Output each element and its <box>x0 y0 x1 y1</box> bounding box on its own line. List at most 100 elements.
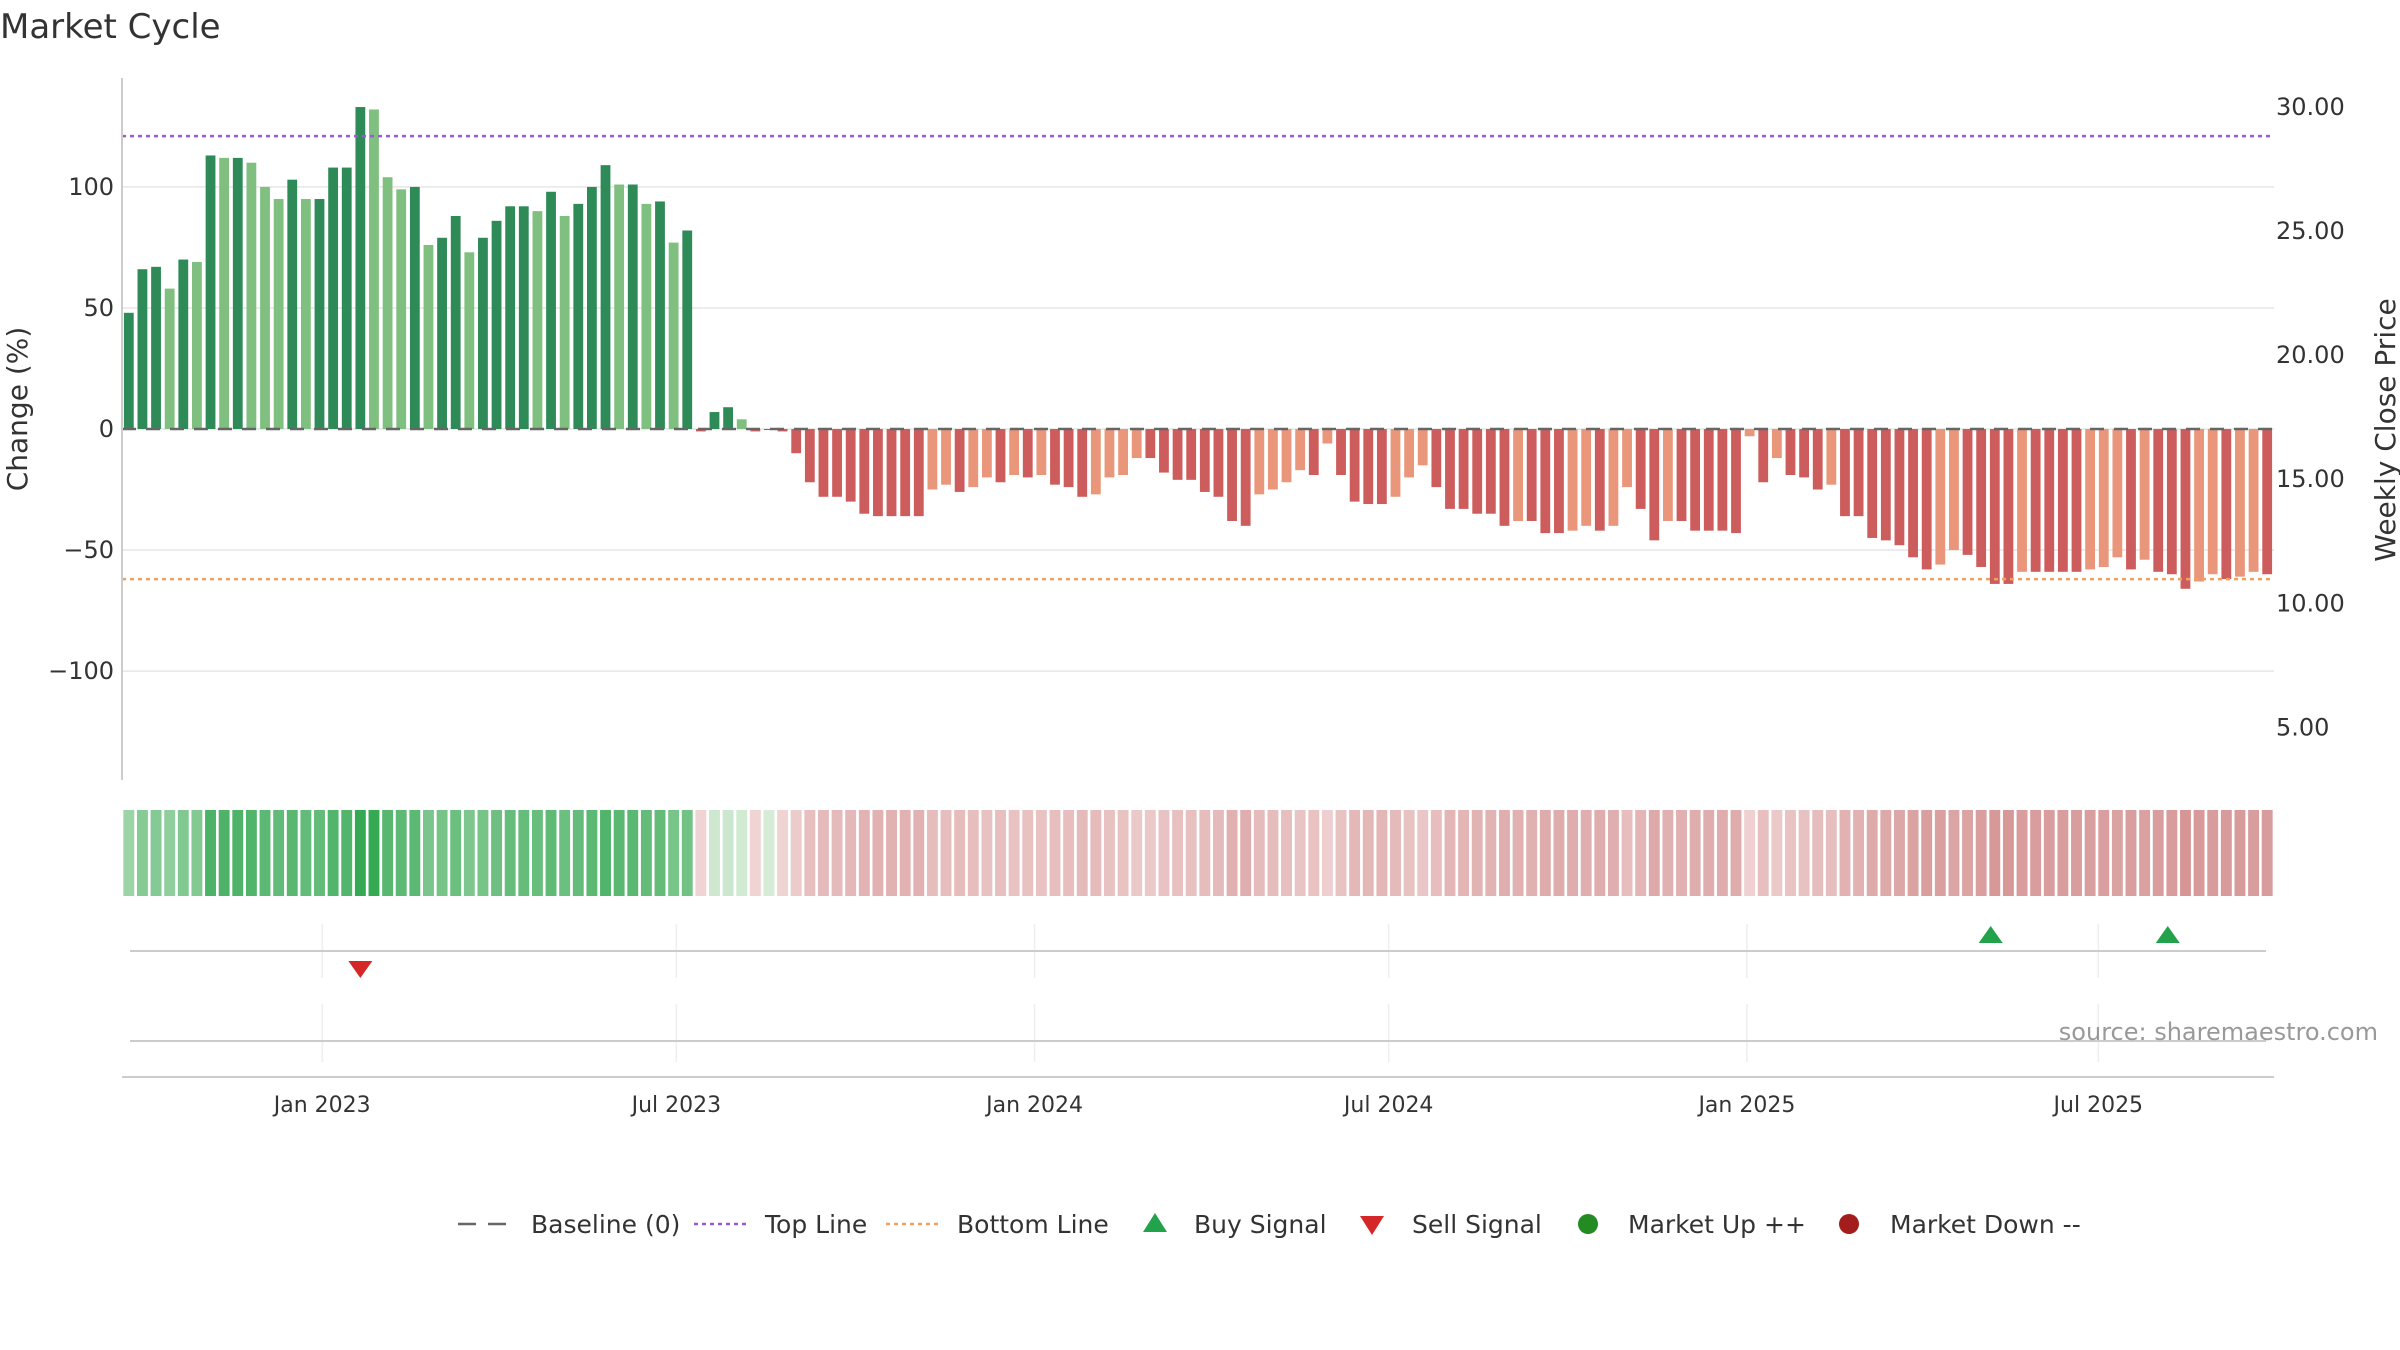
change-bar-149 <box>2153 429 2164 572</box>
strength-cell-54 <box>858 810 870 896</box>
change-bar-144 <box>2085 429 2096 570</box>
y-axis-right-label: Weekly Close Price <box>2369 298 2400 561</box>
change-bar-3 <box>164 288 175 429</box>
change-bar-13 <box>300 199 311 429</box>
strength-cell-90 <box>1349 810 1361 896</box>
change-bar-94 <box>1404 429 1415 478</box>
change-bar-92 <box>1376 429 1387 505</box>
strength-cell-134 <box>1948 810 1960 896</box>
change-bar-122 <box>1785 429 1796 475</box>
strength-cell-34 <box>586 810 598 896</box>
strength-cell-127 <box>1853 810 1865 896</box>
change-bar-78 <box>1186 429 1197 480</box>
strength-cell-74 <box>1131 810 1143 896</box>
change-bar-147 <box>2126 429 2136 570</box>
strength-cell-68 <box>1049 810 1061 896</box>
strength-cell-82 <box>1240 810 1252 896</box>
legend-label-3: Buy Signal <box>1194 1210 1327 1239</box>
strength-cell-13 <box>300 810 312 896</box>
y-left-tick-label-1: 50 <box>83 294 114 322</box>
change-bar-49 <box>791 429 802 454</box>
change-bar-28 <box>505 206 516 429</box>
change-bar-12 <box>287 179 298 429</box>
legend-label-0: Baseline (0) <box>531 1210 680 1239</box>
strength-cell-149 <box>2152 810 2164 896</box>
change-bar-87 <box>1308 429 1319 475</box>
change-bar-96 <box>1431 429 1442 488</box>
change-bar-9 <box>246 162 257 430</box>
strength-cell-151 <box>2180 810 2191 896</box>
strength-cell-77 <box>1172 810 1184 896</box>
strength-cell-105 <box>1553 810 1565 896</box>
strength-cell-42 <box>695 810 707 896</box>
change-bar-63 <box>981 429 992 478</box>
change-bar-70 <box>1077 429 1088 497</box>
change-bar-16 <box>341 167 352 429</box>
strength-cell-12 <box>286 810 298 896</box>
legend-sell-triangle-icon <box>1360 1216 1384 1235</box>
change-bar-151 <box>2180 429 2191 589</box>
x-tick-label-4: Jan 2025 <box>1696 1093 1795 1118</box>
strength-cell-18 <box>368 810 380 896</box>
change-bars <box>123 107 2273 589</box>
change-bar-134 <box>1949 429 1959 551</box>
change-bar-62 <box>968 429 979 488</box>
strength-cell-114 <box>1676 810 1687 896</box>
strength-cell-136 <box>1975 810 1987 896</box>
strength-cell-107 <box>1580 810 1592 896</box>
buy-signal-marker-0 <box>1978 926 2003 943</box>
change-bar-130 <box>1894 429 1905 546</box>
legend-item-4: Sell Signal <box>1360 1210 1542 1239</box>
strength-cell-153 <box>2207 810 2219 896</box>
change-bar-7 <box>219 157 230 429</box>
change-bar-40 <box>668 242 679 429</box>
strength-cell-62 <box>967 810 979 896</box>
strength-cell-50 <box>804 810 816 896</box>
change-bar-104 <box>1540 429 1551 534</box>
strength-cell-104 <box>1539 810 1551 896</box>
change-bar-91 <box>1363 429 1374 505</box>
change-bar-72 <box>1104 429 1115 478</box>
strength-cell-84 <box>1267 810 1279 896</box>
change-bar-98 <box>1458 429 1469 509</box>
change-bar-77 <box>1172 429 1183 480</box>
change-bar-30 <box>532 211 543 429</box>
change-bar-75 <box>1145 429 1156 459</box>
change-bar-157 <box>2262 429 2273 575</box>
strength-cell-156 <box>2248 810 2260 896</box>
change-bar-119 <box>1744 429 1755 437</box>
strength-cell-135 <box>1962 810 1973 896</box>
change-bar-43 <box>709 412 720 429</box>
strength-cell-35 <box>600 810 611 896</box>
strength-cell-87 <box>1308 810 1320 896</box>
strength-cell-95 <box>1417 810 1429 896</box>
strength-cell-99 <box>1471 810 1483 896</box>
strength-cell-126 <box>1839 810 1851 896</box>
strength-cell-118 <box>1730 810 1742 896</box>
strength-cell-98 <box>1458 810 1470 896</box>
strength-cell-100 <box>1485 810 1497 896</box>
change-bar-41 <box>682 230 693 429</box>
change-bar-33 <box>573 203 584 429</box>
change-bar-123 <box>1799 429 1810 478</box>
market-strength-strip <box>123 810 2273 896</box>
strength-cell-3 <box>164 810 176 896</box>
strength-cell-20 <box>395 810 407 896</box>
axes: 100 50 0 −50 −100 5.00 10.00 15.00 20.00 25.00 30.… <box>48 78 2345 780</box>
change-bar-34 <box>586 186 597 429</box>
strength-cell-148 <box>2139 810 2151 896</box>
strength-cell-103 <box>1526 810 1538 896</box>
strength-cell-29 <box>518 810 530 896</box>
change-bar-146 <box>2112 429 2123 558</box>
change-bar-150 <box>2166 429 2177 575</box>
strength-cell-19 <box>382 810 394 896</box>
strength-cell-55 <box>872 810 884 896</box>
change-bar-155 <box>2235 429 2245 577</box>
change-bar-81 <box>1227 429 1237 521</box>
strength-cell-27 <box>491 810 503 896</box>
legend-buy-triangle-icon <box>1143 1213 1167 1232</box>
strength-cell-81 <box>1226 810 1238 896</box>
change-bar-59 <box>927 429 938 490</box>
strength-cell-154 <box>2220 810 2232 896</box>
strength-cell-5 <box>191 810 203 896</box>
